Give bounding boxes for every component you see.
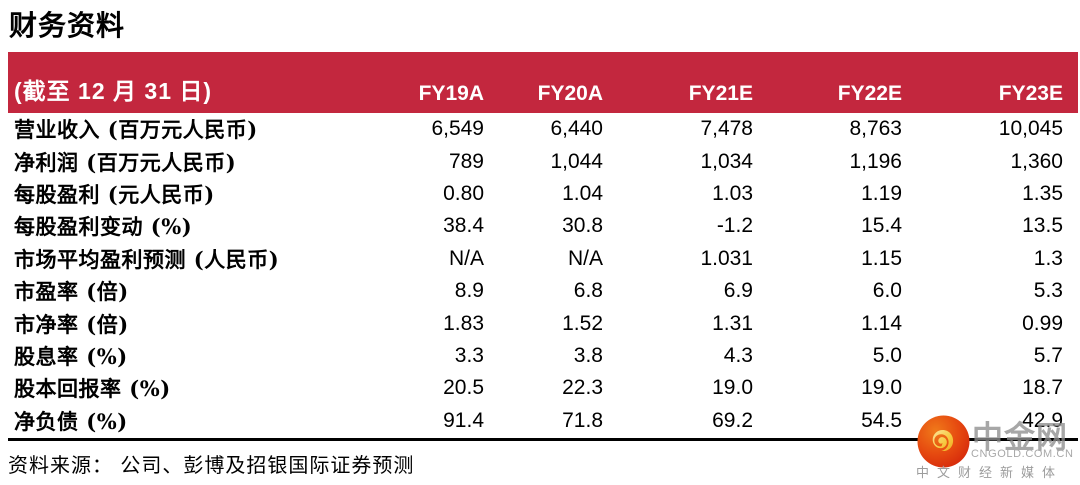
column-header-fy20a: FY20A	[537, 82, 603, 105]
row-value: 42.9	[1022, 408, 1063, 432]
row-value: 7,478	[700, 117, 753, 141]
row-value: 91.4	[443, 408, 484, 432]
row-value: 1.31	[712, 311, 753, 335]
row-value: 5.0	[872, 343, 902, 367]
row-value: 1,034	[700, 149, 753, 173]
column-header-fy21e: FY21E	[688, 82, 753, 105]
row-value: 5.3	[1033, 279, 1063, 303]
row-value: 18.7	[1022, 376, 1063, 400]
row-value: 19.0	[712, 376, 753, 400]
row-value: 30.8	[562, 214, 603, 238]
financial-table: (截至 12 月 31 日) FY19A FY20A FY21E FY22E F…	[8, 52, 1078, 478]
row-value: 1,044	[550, 149, 603, 173]
table-row: 营业收入 (百万元人民币) 6,549 6,440 7,478 8,763 10,045	[8, 113, 1078, 145]
table-row: 市场平均盈利预测 (人民币) N/A N/A 1.031 1.15 1.3	[8, 243, 1078, 275]
column-header-fy22e: FY22E	[837, 82, 902, 105]
row-value: 6.0	[872, 279, 902, 303]
row-label: 股本回报率 (%)	[14, 376, 171, 402]
row-value: 0.80	[443, 181, 484, 205]
row-value: 1.14	[861, 311, 902, 335]
row-value: 20.5	[443, 376, 484, 400]
row-value: 1.83	[443, 311, 484, 335]
row-value: 789	[448, 149, 484, 173]
page-title: 财务资料	[9, 9, 126, 42]
row-value: 4.3	[723, 343, 753, 367]
row-value: -1.2	[716, 214, 753, 238]
row-value: 1.19	[861, 181, 902, 205]
table-row: 每股盈利变动 (%) 38.4 30.8 -1.2 15.4 13.5	[8, 210, 1078, 242]
row-label: 营业收入 (百万元人民币)	[14, 117, 258, 143]
row-value: 1.52	[562, 311, 603, 335]
row-value: 6.9	[723, 279, 753, 303]
table-row: 市盈率 (倍) 8.9 6.8 6.9 6.0 5.3	[8, 275, 1078, 307]
row-value: N/A	[448, 246, 484, 270]
row-label: 股息率 (%)	[14, 343, 128, 369]
table-row: 净利润 (百万元人民币) 789 1,044 1,034 1,196 1,360	[8, 145, 1078, 177]
row-value: 1,360	[1010, 149, 1063, 173]
row-label: 每股盈利 (元人民币)	[14, 181, 215, 207]
row-label: 市场平均盈利预测 (人民币)	[14, 246, 280, 272]
row-value: 6.8	[573, 279, 603, 303]
row-value: 6,549	[431, 117, 484, 141]
row-value: 3.8	[573, 343, 603, 367]
row-value: 54.5	[861, 408, 902, 432]
table-body: 营业收入 (百万元人民币) 6,549 6,440 7,478 8,763 10,045 净…	[8, 113, 1078, 437]
table-row: 每股盈利 (元人民币) 0.80 1.04 1.03 1.19 1.35	[8, 178, 1078, 210]
row-value: 38.4	[443, 214, 484, 238]
row-value: 3.3	[454, 343, 484, 367]
row-value: 6,440	[550, 117, 603, 141]
row-label: 每股盈利变动 (%)	[14, 214, 193, 240]
row-value: 8,763	[849, 117, 902, 141]
row-value: 1.03	[712, 181, 753, 205]
row-value: 8.9	[454, 279, 484, 303]
table-row: 股本回报率 (%) 20.5 22.3 19.0 19.0 18.7	[8, 372, 1078, 404]
row-value: 0.99	[1022, 311, 1063, 335]
row-value: N/A	[567, 246, 603, 270]
row-value: 1.15	[861, 246, 902, 270]
table-row: 市净率 (倍) 1.83 1.52 1.31 1.14 0.99	[8, 307, 1078, 339]
row-label: 市盈率 (倍)	[14, 279, 129, 305]
table-row: 净负债 (%) 91.4 71.8 69.2 54.5 42.9	[8, 405, 1078, 437]
row-value: 1.3	[1033, 246, 1063, 270]
row-value: 1.35	[1022, 181, 1063, 205]
column-header-fy19a: FY19A	[418, 82, 484, 105]
row-value: 15.4	[861, 214, 902, 238]
row-label: 净负债 (%)	[14, 408, 128, 434]
column-header-fy23e: FY23E	[998, 82, 1063, 105]
table-bottom-rule	[8, 437, 1078, 441]
row-value: 19.0	[861, 376, 902, 400]
source-note: 资料来源： 公司、彭博及招银国际证券预测	[8, 452, 415, 477]
row-label: 市净率 (倍)	[14, 311, 129, 337]
row-value: 22.3	[562, 376, 603, 400]
row-value: 13.5	[1022, 214, 1063, 238]
table-header-row: (截至 12 月 31 日) FY19A FY20A FY21E FY22E F…	[8, 52, 1078, 113]
row-value: 1.04	[562, 181, 603, 205]
row-value: 1.031	[700, 246, 753, 270]
row-value: 5.7	[1033, 343, 1063, 367]
row-value: 1,196	[849, 149, 902, 173]
row-value: 69.2	[712, 408, 753, 432]
table-row: 股息率 (%) 3.3 3.8 4.3 5.0 5.7	[8, 340, 1078, 372]
table-header-label: (截至 12 月 31 日)	[14, 78, 213, 104]
row-label: 净利润 (百万元人民币)	[14, 149, 237, 175]
row-value: 10,045	[998, 117, 1063, 141]
row-value: 71.8	[562, 408, 603, 432]
